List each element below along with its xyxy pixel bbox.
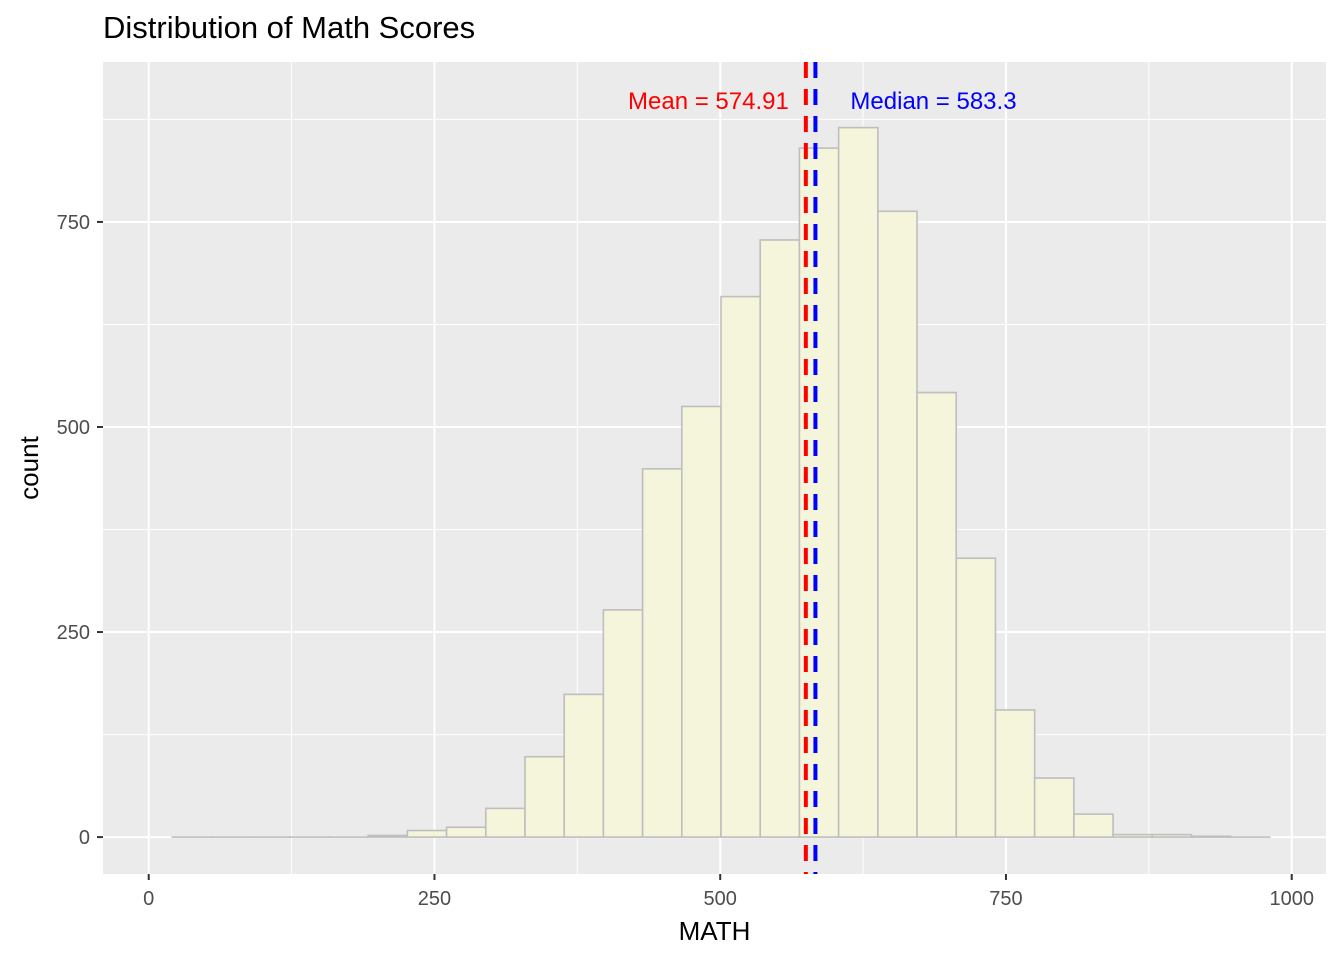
axis-ticks — [97, 220, 1293, 880]
histogram-bar — [1190, 835, 1232, 838]
histogram-bar — [1112, 833, 1154, 838]
histogram-bar — [641, 468, 683, 838]
histogram-bar — [759, 239, 801, 838]
chart-title: Distribution of Math Scores — [103, 10, 476, 45]
tick-labels: 0 250 500 750 1000 0 250 500 750 — [57, 212, 1314, 910]
histogram-bar — [916, 391, 958, 838]
histogram-bar — [720, 295, 762, 838]
reference-labels: Mean = 574.91 Median = 583.3 — [628, 88, 1017, 115]
histogram-bar — [563, 693, 605, 838]
mean-label: Mean = 574.91 — [628, 88, 789, 115]
reference-lines — [803, 62, 818, 874]
x-tick-label: 0 — [143, 888, 154, 910]
x-tick-label: 750 — [989, 888, 1022, 910]
histogram-bar — [994, 709, 1036, 838]
histogram-bar — [406, 829, 448, 838]
y-axis-label: count — [14, 435, 44, 499]
histogram-bar — [1033, 777, 1075, 838]
x-tick-label: 500 — [704, 888, 737, 910]
histogram-bar — [1073, 813, 1114, 838]
histogram-bar — [602, 609, 644, 838]
histogram-bar — [681, 405, 722, 838]
y-tick-label: 250 — [57, 622, 90, 644]
histogram-bar — [367, 834, 409, 838]
histogram-bar — [524, 755, 565, 838]
x-tick-label: 250 — [418, 888, 451, 910]
y-tick-label: 0 — [79, 827, 90, 849]
x-tick-label: 1000 — [1269, 888, 1314, 910]
histogram-bar — [877, 210, 918, 838]
y-tick-label: 500 — [57, 417, 90, 439]
median-label: Median = 583.3 — [850, 88, 1016, 115]
y-tick-label: 750 — [57, 212, 90, 234]
histogram-bars — [171, 126, 1271, 838]
histogram-bar — [484, 807, 526, 838]
histogram-bar — [445, 826, 487, 838]
histogram-bar — [837, 126, 879, 838]
x-axis-label: MATH — [679, 916, 751, 946]
histogram-bar — [1151, 833, 1193, 838]
histogram-bar — [955, 557, 997, 838]
